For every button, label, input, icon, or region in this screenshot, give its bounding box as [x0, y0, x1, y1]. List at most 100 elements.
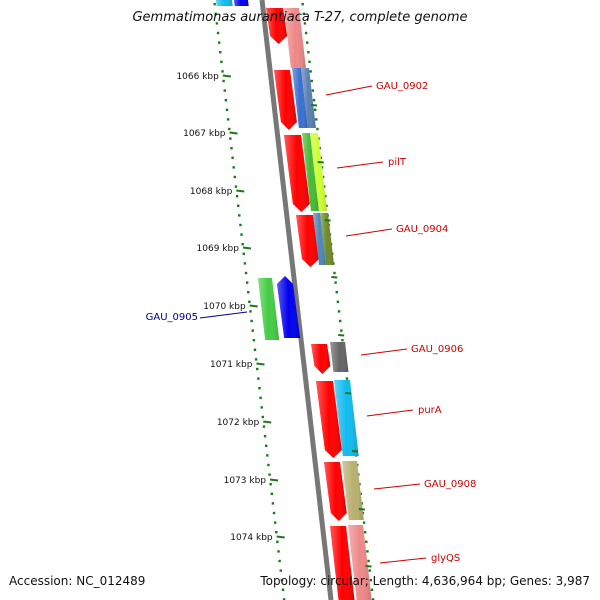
- gene-label-leader-GAU_0905: [199, 311, 248, 319]
- outer-scale-dot: [301, 3, 304, 6]
- gene-GAU_0904-arrow-shading: [296, 215, 319, 267]
- outer-scale-dot: [325, 204, 328, 207]
- gene-label-glyQS: glyQS: [431, 553, 460, 564]
- inner-scale-dot: [247, 291, 250, 294]
- inner-scale-dot: [214, 12, 217, 15]
- kbp-tick-mark: [242, 246, 252, 250]
- gene-GAU_0906-cog-shading: [330, 342, 349, 372]
- outer-scale-dot: [334, 281, 337, 284]
- gene-GAU_0902-cog-a: [292, 68, 308, 128]
- gene-label-pilT: pilT: [388, 157, 407, 168]
- inner-scale-dot: [256, 367, 259, 371]
- inner-scale-dot: [228, 127, 231, 131]
- gene-GAU_0905-cog: [258, 278, 280, 340]
- outer-scale-dot: [308, 60, 311, 63]
- inner-scale-dot: [261, 415, 265, 419]
- inner-scale-dot: [253, 348, 257, 351]
- inner-scale-dot: [281, 588, 285, 591]
- inner-scale-dot: [235, 195, 239, 198]
- outer-tick-mark: [344, 392, 352, 395]
- inner-scale-dot: [278, 559, 281, 563]
- inner-scale-dot: [279, 569, 282, 572]
- kbp-tick-label: 1072 kbp: [217, 418, 260, 428]
- gene-GAU_0906-cog: [330, 342, 349, 372]
- outer-scale-dot: [367, 559, 370, 563]
- genome-summary-text: Topology: circular; Length: 4,636,964 bp…: [260, 574, 590, 588]
- gene-label-leader-purA: [366, 409, 414, 417]
- kbp-tick-label: 1067 kbp: [183, 129, 226, 139]
- gene-label-leader-pilT: [336, 161, 384, 169]
- outer-scale-dot: [363, 531, 367, 534]
- gene-purA-arrow: [316, 381, 342, 458]
- gene-purA-arrow-shading: [316, 381, 342, 458]
- kbp-ticks: 1066 kbp 1067 kbp 1068 kbp 1069 kbp 1070 kbp…: [176, 72, 372, 568]
- inner-scale-dot: [257, 377, 260, 380]
- inner-scale-dot: [266, 454, 269, 457]
- inner-scale-dot: [270, 492, 273, 495]
- gene-pilT-arrow-shading: [284, 135, 310, 212]
- inner-scale-dot: [248, 300, 251, 303]
- gene-GAU_0908-arrow-shading: [324, 462, 347, 521]
- inner-scale-dot: [245, 281, 249, 284]
- outer-scale-dot: [340, 329, 343, 332]
- inner-scale-dot: [269, 483, 272, 486]
- outer-scale-dot: [310, 79, 313, 83]
- outer-scale-dot: [316, 127, 319, 131]
- inner-scale-dot: [226, 118, 230, 121]
- kbp-tick-label: 1066 kbp: [176, 72, 219, 82]
- outer-scale-dot: [368, 569, 371, 572]
- outer-scale-dot: [366, 550, 369, 553]
- page-title: Gemmatimonas aurantiaca T-27, complete g…: [132, 10, 468, 25]
- gene-label-leader-GAU_0902: [325, 85, 373, 96]
- outer-scale-dot: [369, 579, 373, 582]
- inner-scale-dot: [244, 271, 248, 275]
- outer-scale-dot: [309, 70, 312, 73]
- outer-scale-dot: [303, 22, 307, 25]
- inner-scale-dot: [221, 70, 224, 73]
- gene-purA-cog: [334, 380, 359, 456]
- gene-GAU_0904-cog-a-shading: [313, 213, 326, 265]
- inner-scale-dot: [239, 223, 242, 227]
- inner-scale-dot: [259, 396, 262, 399]
- gene-pilT-cog-b-shading: [310, 133, 327, 211]
- accession-text: Accession: NC_012489: [9, 574, 146, 588]
- inner-scale-dot: [276, 540, 279, 543]
- gene-label-GAU_0904: GAU_0904: [396, 224, 448, 235]
- outer-scale-dot: [302, 12, 306, 15]
- gene-pilT-cog-b: [310, 133, 327, 211]
- gene-partial-top-cog-a: [216, 0, 233, 6]
- gene-label-leader-GAU_0908: [373, 483, 421, 490]
- inner-scale-dot: [224, 99, 228, 102]
- gene-pilT-cog-a: [302, 133, 319, 211]
- gene-pilT-arrow: [284, 135, 310, 212]
- inner-scale-dot: [264, 444, 268, 447]
- inner-scale-dot: [251, 329, 254, 332]
- outer-scale-dot: [306, 41, 309, 44]
- gene-partial-top-cog-shading: [284, 8, 306, 68]
- gene-GAU_0902-cog-a-shading: [292, 68, 308, 128]
- inner-scale-dot: [213, 3, 216, 6]
- inner-scale-dot: [232, 166, 235, 169]
- gene-GAU_0902-arrow-shading: [274, 70, 297, 130]
- gene-GAU_0908-cog-shading: [342, 461, 364, 520]
- inner-scale-dot: [282, 598, 286, 600]
- kbp-tick-mark: [236, 189, 245, 193]
- kbp-tick-label: 1071 kbp: [210, 360, 253, 370]
- gene-GAU_0902-cog-b-shading: [301, 68, 316, 128]
- inner-scale-dot: [219, 51, 222, 54]
- outer-tick-mark: [317, 161, 324, 164]
- gene-GAU_0904-cog-b: [320, 213, 334, 265]
- outer-tick-mark: [358, 508, 365, 511]
- inner-scale-dot: [231, 156, 234, 159]
- gene-label-GAU_0905: GAU_0905: [146, 312, 198, 323]
- outer-scale-dot: [323, 185, 326, 188]
- kbp-tick-mark: [249, 304, 258, 308]
- gene-label-leader-GAU_0906: [360, 348, 408, 356]
- outer-scale-dot: [324, 195, 327, 198]
- outer-scale-dot: [312, 99, 316, 102]
- gene-label-leader-glyQS: [379, 557, 427, 564]
- inner-scale-dot: [267, 463, 270, 467]
- gene-label-purA: purA: [418, 405, 442, 416]
- outer-scale-dot: [307, 51, 310, 54]
